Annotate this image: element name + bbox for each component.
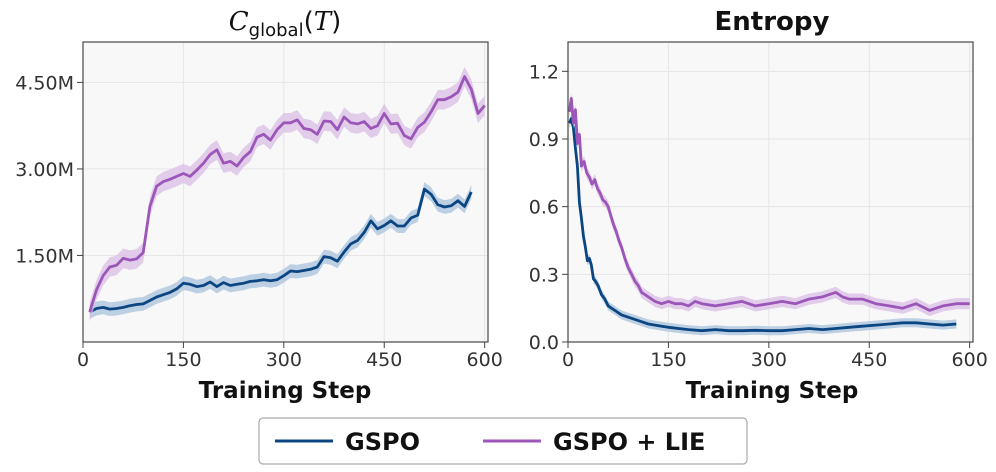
series-line-gspo-lie — [88, 75, 486, 313]
series-line-gspo — [568, 117, 957, 333]
x-tick-label: 450 — [851, 349, 887, 371]
x-tick-label: 600 — [467, 349, 503, 371]
x-tick-label: 150 — [650, 349, 686, 371]
title-open: ( — [304, 7, 314, 37]
title-sub: global — [249, 20, 304, 41]
y-tick-label: 0.9 — [529, 129, 559, 151]
chart-title-left: Cglobal(T) — [229, 7, 341, 41]
plot-frame-right — [567, 41, 974, 343]
legend: GSPO GSPO + LIE — [258, 417, 748, 465]
x-axis-label-left: Training Step — [199, 378, 372, 404]
y-tick-label: 0.0 — [529, 332, 559, 354]
panel-entropy: 0 150 300 450 600 0.0 0.3 0.6 0.9 1.2 Entropy Tra… — [529, 7, 988, 404]
series-right — [567, 92, 970, 336]
plot-area-left — [83, 42, 488, 342]
y-tick-label: 0.6 — [529, 197, 559, 219]
x-tick-label: 0 — [77, 349, 89, 371]
ticks-right: 0 150 300 450 600 0.0 0.3 0.6 0.9 1.2 — [529, 61, 988, 371]
x-tick-label: 300 — [751, 349, 787, 371]
x-axis-label-right: Training Step — [686, 378, 859, 404]
legend-label-gspo: GSPO — [345, 428, 420, 456]
grid-right — [567, 42, 973, 343]
y-tick-label: 1.50M — [15, 245, 74, 267]
x-tick-label: 0 — [562, 349, 574, 371]
series-line-gspo — [89, 187, 473, 314]
band-gspo-lie — [89, 66, 485, 322]
y-tick-label: 4.50M — [15, 72, 74, 94]
x-tick-label: 300 — [266, 349, 302, 371]
x-tick-label: 450 — [366, 349, 402, 371]
y-tick-label: 3.00M — [15, 159, 74, 181]
title-main: C — [229, 7, 249, 37]
plot-frame-left — [82, 41, 489, 343]
y-tick-label: 0.3 — [529, 264, 559, 286]
title-close: ) — [331, 7, 341, 37]
plot-area-right — [568, 42, 973, 342]
x-tick-label: 600 — [952, 349, 988, 371]
x-tick-label: 150 — [165, 349, 201, 371]
title-arg: T — [314, 7, 333, 37]
ticks-left: 0 150 300 450 600 1.50M 3.00M 4.50M — [15, 72, 502, 371]
series-left — [88, 66, 486, 322]
y-tick-label: 1.2 — [529, 61, 559, 83]
legend-label-gspo-lie: GSPO + LIE — [553, 428, 705, 456]
series-line-gspo-lie — [567, 97, 970, 312]
chart-title-right: Entropy — [715, 7, 830, 37]
